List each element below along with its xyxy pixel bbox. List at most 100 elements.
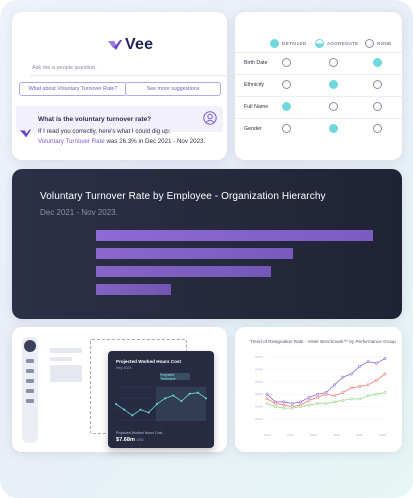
trend-data-point bbox=[383, 357, 387, 360]
vee-logo: Vee bbox=[108, 36, 153, 54]
row-label: Birth Date bbox=[244, 60, 268, 66]
answer-result: was 26.3% in Dec 2021 - Nov 2023. bbox=[104, 138, 206, 145]
birth-date-detailed-radio[interactable] bbox=[282, 58, 291, 67]
matrix-row-full-name: Full Name bbox=[235, 96, 402, 118]
user-question-text: What is the voluntary turnover rate? bbox=[38, 115, 152, 123]
trend-data-point bbox=[282, 406, 286, 410]
chart-title: Voluntary Turnover Rate by Employee - Or… bbox=[40, 191, 326, 202]
assistant-answer: If I read you correctly, here's what I c… bbox=[38, 127, 218, 147]
trend-data-point bbox=[341, 375, 345, 379]
chart-subtitle: Dec 2021 - Nov 2023. bbox=[40, 208, 118, 217]
answer-metric-link[interactable]: Voluntary Turnover Rate bbox=[38, 138, 105, 145]
trend-data-point bbox=[333, 394, 336, 398]
search-icon[interactable] bbox=[26, 359, 34, 363]
y-tick-label bbox=[255, 418, 263, 420]
full-name-aggregate-radio[interactable] bbox=[329, 102, 338, 111]
gender-detailed-radio[interactable] bbox=[282, 124, 291, 133]
trend-line-chart bbox=[255, 356, 387, 436]
turnover-bar-chart: Voluntary Turnover Rate by Employee - Or… bbox=[12, 169, 402, 319]
placeholder-line bbox=[50, 357, 72, 361]
matrix-row-gender: Gender bbox=[235, 118, 402, 140]
turnover-bar bbox=[96, 230, 373, 241]
trend-data-point bbox=[366, 383, 370, 387]
suggestion-turnover-button[interactable]: What about Voluntary Turnover Rate? bbox=[19, 82, 127, 96]
ethnicity-none-radio[interactable] bbox=[373, 80, 382, 89]
mini-footer-label: Projected Worked Hours Cost bbox=[116, 431, 163, 435]
gender-aggregate-radio[interactable] bbox=[329, 124, 338, 133]
trend-data-point bbox=[324, 402, 328, 405]
turnover-bar bbox=[96, 284, 171, 295]
projected-timeframe-badge: Projected Timeframe bbox=[160, 373, 190, 381]
birth-date-aggregate-radio[interactable] bbox=[329, 58, 338, 67]
trend-data-point bbox=[265, 402, 269, 405]
mini-data-point bbox=[164, 397, 167, 400]
mini-chart-title: Projected Worked Hours Cost bbox=[116, 359, 182, 364]
mini-data-point bbox=[147, 411, 150, 414]
trend-chart-title: Trend of Resignation Rate - Visier Bench… bbox=[250, 339, 396, 344]
footer-value: $7.68m bbox=[116, 437, 135, 443]
trend-data-point bbox=[341, 399, 345, 402]
trend-data-point bbox=[324, 392, 328, 396]
trend-data-point bbox=[316, 402, 319, 405]
matrix-row-ethnicity: Ethnicity bbox=[235, 74, 402, 96]
y-tick-label bbox=[255, 368, 263, 371]
trend-data-point bbox=[383, 391, 387, 395]
mini-data-point bbox=[155, 403, 158, 405]
trend-data-point bbox=[375, 392, 378, 396]
trend-data-point bbox=[349, 386, 353, 390]
trend-data-point bbox=[333, 383, 336, 387]
trend-data-point bbox=[358, 385, 362, 388]
trend-data-point bbox=[307, 403, 311, 407]
y-tick-label bbox=[255, 405, 263, 408]
trend-data-point bbox=[307, 395, 311, 399]
header-none-label: NONE bbox=[377, 41, 392, 46]
trend-data-point bbox=[299, 400, 303, 404]
header-detailed-label: DETAILED bbox=[282, 41, 307, 46]
gear-icon[interactable] bbox=[26, 399, 34, 403]
filter-icon[interactable] bbox=[26, 379, 34, 383]
check-icon[interactable] bbox=[26, 389, 34, 393]
turnover-bar bbox=[96, 266, 271, 277]
header-detailed: DETAILED bbox=[270, 39, 307, 48]
full-name-none-radio[interactable] bbox=[373, 102, 382, 111]
trend-data-point bbox=[316, 395, 319, 399]
app-logo-icon bbox=[24, 340, 36, 352]
y-tick-label bbox=[255, 393, 263, 396]
mini-data-point bbox=[188, 392, 191, 395]
ethnicity-aggregate-radio[interactable] bbox=[329, 80, 338, 89]
mini-data-point bbox=[123, 408, 126, 411]
mini-line-chart bbox=[115, 386, 207, 421]
data-access-matrix: DETAILED AGGREGATE NONE Birth Date Ethni… bbox=[235, 12, 402, 160]
trend-data-point bbox=[316, 392, 319, 396]
birth-date-none-radio[interactable] bbox=[373, 58, 382, 67]
footer-unit: USD bbox=[136, 438, 144, 442]
trend-data-point bbox=[341, 391, 345, 395]
trend-data-point bbox=[375, 378, 378, 382]
trend-data-point bbox=[307, 399, 311, 402]
turnover-bar bbox=[96, 248, 293, 259]
mini-data-point bbox=[205, 397, 207, 400]
vee-logo-icon bbox=[108, 40, 122, 50]
more-suggestions-button[interactable]: See more suggestions bbox=[125, 82, 221, 96]
trend-data-point bbox=[265, 397, 269, 401]
x-tick-label bbox=[264, 434, 271, 436]
logo-text: Vee bbox=[125, 36, 154, 53]
x-tick-label bbox=[379, 434, 386, 436]
ethnicity-detailed-radio[interactable] bbox=[282, 80, 291, 89]
question-input[interactable]: Ask me a people question. bbox=[30, 60, 230, 76]
x-tick-label bbox=[356, 434, 363, 436]
placeholder-line bbox=[50, 348, 82, 353]
full-name-detailed-radio[interactable] bbox=[282, 102, 291, 111]
user-avatar-icon bbox=[203, 111, 217, 125]
book-icon[interactable] bbox=[26, 369, 34, 373]
detailed-dot-icon bbox=[270, 39, 279, 48]
gender-none-radio[interactable] bbox=[373, 124, 382, 133]
trend-data-point bbox=[299, 405, 303, 409]
mini-series-line bbox=[115, 392, 207, 416]
y-tick-label bbox=[255, 380, 263, 383]
aggregate-dot-icon bbox=[315, 39, 324, 48]
row-label: Gender bbox=[244, 126, 262, 132]
matrix-row-birth-date: Birth Date bbox=[235, 52, 402, 74]
trend-data-point bbox=[349, 372, 353, 376]
trend-data-point bbox=[290, 406, 294, 410]
